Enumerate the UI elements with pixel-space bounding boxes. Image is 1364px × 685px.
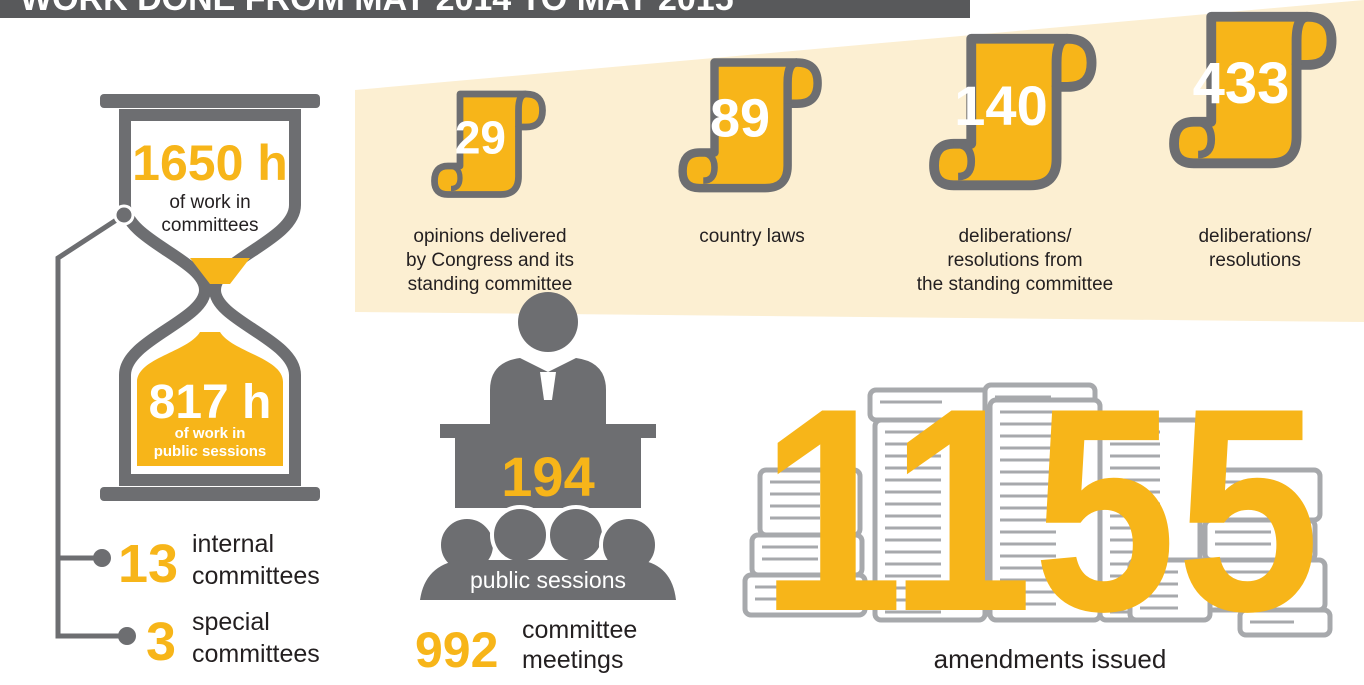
- hours-label: committees: [161, 215, 258, 236]
- amendments-value: 1155: [760, 348, 1320, 672]
- books: [742, 382, 1333, 638]
- band: [355, 0, 1364, 322]
- scroll-label: by Congress and its: [406, 250, 574, 271]
- scroll-label: opinions delivered: [413, 226, 566, 247]
- scroll-value: 29: [455, 111, 506, 163]
- amendments-label: amendments issued: [934, 644, 1167, 674]
- sessions-value: 194: [501, 445, 594, 508]
- scroll-label: deliberations/: [1198, 226, 1312, 247]
- header-title: WORK DONE FROM MAY 2014 TO MAY 2015: [20, 0, 734, 18]
- hours-value: 1650 h: [132, 135, 288, 191]
- scroll-value: 89: [710, 89, 770, 149]
- speaker: [420, 292, 676, 600]
- connector: [55, 204, 136, 645]
- meetings-label: committee: [522, 616, 637, 644]
- hourglass: [100, 94, 320, 501]
- committee-label: committees: [192, 562, 320, 590]
- scroll-label: resolutions: [1209, 250, 1301, 271]
- scroll-label: standing committee: [408, 274, 573, 295]
- sessions-label: public sessions: [470, 567, 626, 593]
- scroll-label: deliberations/: [958, 226, 1072, 247]
- committee-label: committees: [192, 640, 320, 668]
- scroll-label: country laws: [699, 226, 805, 247]
- hours-label: of work in: [175, 425, 246, 442]
- book: [1127, 557, 1213, 623]
- scroll-label: resolutions from: [947, 250, 1082, 271]
- meetings-value: 992: [415, 622, 498, 678]
- committee-label: special: [192, 608, 270, 636]
- hours-label: of work in: [169, 192, 250, 213]
- meetings-label: meetings: [522, 646, 623, 674]
- hours-label: public sessions: [154, 443, 267, 460]
- scroll-value: 140: [954, 74, 1047, 137]
- scroll-value: 433: [1193, 51, 1290, 116]
- committee-label: internal: [192, 530, 274, 558]
- committee-value: 3: [146, 612, 176, 672]
- committee-value: 13: [118, 534, 178, 594]
- hours-value: 817 h: [149, 376, 272, 429]
- scroll-label: the standing committee: [917, 274, 1113, 295]
- header-bar: [0, 0, 970, 18]
